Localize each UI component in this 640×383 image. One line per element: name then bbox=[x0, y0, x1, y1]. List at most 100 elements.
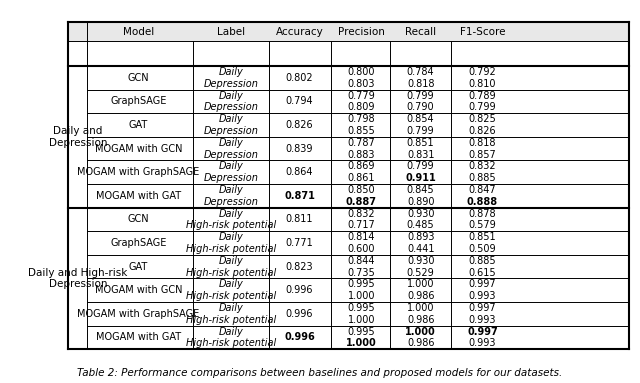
Text: Daily: Daily bbox=[218, 138, 243, 148]
Text: 0.823: 0.823 bbox=[286, 262, 314, 272]
Text: 0.885: 0.885 bbox=[468, 256, 496, 266]
Text: GAT: GAT bbox=[129, 120, 148, 130]
Text: 0.831: 0.831 bbox=[407, 149, 435, 160]
Text: 0.717: 0.717 bbox=[348, 220, 375, 230]
Text: High-risk potential: High-risk potential bbox=[186, 268, 276, 278]
Text: 0.885: 0.885 bbox=[468, 173, 496, 183]
Text: 0.997: 0.997 bbox=[468, 303, 496, 313]
Text: 0.986: 0.986 bbox=[407, 339, 435, 349]
Text: 0.930: 0.930 bbox=[407, 209, 435, 219]
Text: 0.832: 0.832 bbox=[348, 209, 375, 219]
Text: 0.826: 0.826 bbox=[468, 126, 496, 136]
Text: 0.799: 0.799 bbox=[407, 161, 435, 171]
Text: 0.857: 0.857 bbox=[468, 149, 497, 160]
Bar bbox=[68, 22, 629, 41]
Text: 0.798: 0.798 bbox=[348, 114, 375, 124]
Text: Daily: Daily bbox=[218, 67, 243, 77]
Text: 0.803: 0.803 bbox=[348, 79, 375, 89]
Text: 0.893: 0.893 bbox=[407, 232, 435, 242]
Text: 0.851: 0.851 bbox=[468, 232, 496, 242]
Text: Daily: Daily bbox=[218, 327, 243, 337]
Text: MOGAM with GAT: MOGAM with GAT bbox=[96, 191, 181, 201]
Text: 0.789: 0.789 bbox=[468, 90, 496, 100]
Text: 0.996: 0.996 bbox=[286, 285, 314, 295]
Text: F1-Score: F1-Score bbox=[460, 27, 505, 37]
Text: 0.850: 0.850 bbox=[348, 185, 375, 195]
Text: Precision: Precision bbox=[338, 27, 385, 37]
Text: 0.615: 0.615 bbox=[468, 268, 496, 278]
Text: 0.794: 0.794 bbox=[286, 97, 314, 106]
Text: Accuracy: Accuracy bbox=[276, 27, 323, 37]
Text: 0.911: 0.911 bbox=[405, 173, 436, 183]
Text: 1.000: 1.000 bbox=[348, 291, 375, 301]
Text: 0.854: 0.854 bbox=[407, 114, 435, 124]
Text: Depression: Depression bbox=[204, 102, 258, 112]
Text: 0.832: 0.832 bbox=[468, 161, 496, 171]
Text: Depression: Depression bbox=[204, 197, 258, 207]
Text: 0.485: 0.485 bbox=[407, 220, 435, 230]
Text: MOGAM with GCN: MOGAM with GCN bbox=[95, 144, 182, 154]
Text: MOGAM with GCN: MOGAM with GCN bbox=[95, 285, 182, 295]
Text: GAT: GAT bbox=[129, 262, 148, 272]
Text: 0.818: 0.818 bbox=[407, 79, 435, 89]
Text: 0.826: 0.826 bbox=[286, 120, 314, 130]
Text: High-risk potential: High-risk potential bbox=[186, 291, 276, 301]
Text: 0.996: 0.996 bbox=[284, 332, 315, 342]
Text: 1.000: 1.000 bbox=[405, 327, 436, 337]
Text: High-risk potential: High-risk potential bbox=[186, 220, 276, 230]
Text: 0.993: 0.993 bbox=[468, 291, 496, 301]
Text: 0.800: 0.800 bbox=[348, 67, 375, 77]
Text: 0.888: 0.888 bbox=[467, 197, 498, 207]
Text: 0.790: 0.790 bbox=[407, 102, 435, 112]
Text: Daily: Daily bbox=[218, 185, 243, 195]
Text: 0.811: 0.811 bbox=[286, 214, 314, 224]
Text: 0.579: 0.579 bbox=[468, 220, 497, 230]
Text: 0.995: 0.995 bbox=[348, 279, 375, 290]
Text: 0.600: 0.600 bbox=[348, 244, 375, 254]
Text: 0.818: 0.818 bbox=[468, 138, 496, 148]
Text: 0.847: 0.847 bbox=[468, 185, 496, 195]
Text: 0.845: 0.845 bbox=[407, 185, 435, 195]
Text: 0.995: 0.995 bbox=[348, 303, 375, 313]
Text: Daily: Daily bbox=[218, 161, 243, 171]
Text: High-risk potential: High-risk potential bbox=[186, 315, 276, 325]
Text: Daily: Daily bbox=[218, 279, 243, 290]
Text: 0.441: 0.441 bbox=[407, 244, 435, 254]
Text: GraphSAGE: GraphSAGE bbox=[110, 238, 166, 248]
Text: 0.844: 0.844 bbox=[348, 256, 375, 266]
Text: 0.890: 0.890 bbox=[407, 197, 435, 207]
Text: Depression: Depression bbox=[204, 79, 258, 89]
Text: 0.986: 0.986 bbox=[407, 315, 435, 325]
Text: High-risk potential: High-risk potential bbox=[186, 244, 276, 254]
Text: MOGAM with GraphSAGE: MOGAM with GraphSAGE bbox=[77, 309, 200, 319]
Text: 0.825: 0.825 bbox=[468, 114, 497, 124]
Text: 0.814: 0.814 bbox=[348, 232, 375, 242]
Text: High-risk potential: High-risk potential bbox=[186, 339, 276, 349]
Text: 0.799: 0.799 bbox=[407, 90, 435, 100]
Text: Daily: Daily bbox=[218, 303, 243, 313]
Text: Daily and
Depression: Daily and Depression bbox=[49, 126, 107, 147]
Text: 0.799: 0.799 bbox=[468, 102, 496, 112]
Text: Daily and High-risk
Depression: Daily and High-risk Depression bbox=[28, 268, 127, 289]
Text: 0.771: 0.771 bbox=[285, 238, 314, 248]
Text: Depression: Depression bbox=[204, 149, 258, 160]
Text: Recall: Recall bbox=[405, 27, 436, 37]
Text: Label: Label bbox=[217, 27, 245, 37]
Text: MOGAM with GAT: MOGAM with GAT bbox=[96, 332, 181, 342]
Text: Model: Model bbox=[123, 27, 154, 37]
Text: 0.802: 0.802 bbox=[286, 73, 314, 83]
Text: 0.997: 0.997 bbox=[467, 327, 498, 337]
Text: 0.995: 0.995 bbox=[348, 327, 375, 337]
Text: 0.735: 0.735 bbox=[348, 268, 375, 278]
Text: 0.855: 0.855 bbox=[348, 126, 375, 136]
Text: Daily: Daily bbox=[218, 209, 243, 219]
Text: 0.986: 0.986 bbox=[407, 291, 435, 301]
Text: 0.996: 0.996 bbox=[286, 309, 314, 319]
Text: 1.000: 1.000 bbox=[407, 303, 435, 313]
Text: 0.861: 0.861 bbox=[348, 173, 375, 183]
Text: 0.792: 0.792 bbox=[468, 67, 497, 77]
Text: 0.810: 0.810 bbox=[468, 79, 496, 89]
Text: 0.809: 0.809 bbox=[348, 102, 375, 112]
Text: 1.000: 1.000 bbox=[407, 279, 435, 290]
Text: GraphSAGE: GraphSAGE bbox=[110, 97, 166, 106]
